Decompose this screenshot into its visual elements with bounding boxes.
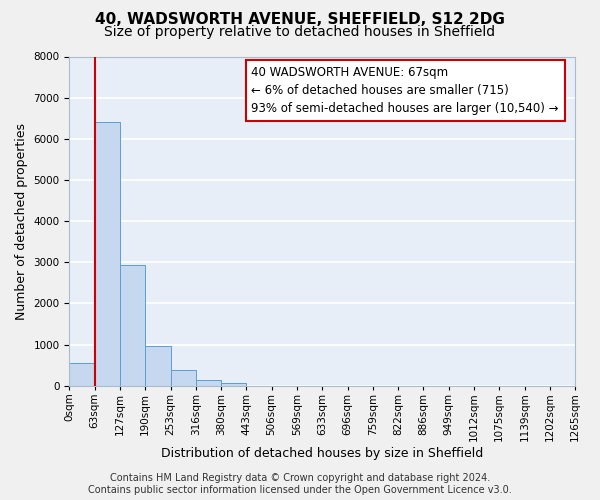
Text: 40, WADSWORTH AVENUE, SHEFFIELD, S12 2DG: 40, WADSWORTH AVENUE, SHEFFIELD, S12 2DG — [95, 12, 505, 28]
Bar — [120, 265, 145, 386]
Bar — [70, 363, 95, 386]
Text: Size of property relative to detached houses in Sheffield: Size of property relative to detached ho… — [104, 25, 496, 39]
Bar — [170, 370, 196, 386]
X-axis label: Distribution of detached houses by size in Sheffield: Distribution of detached houses by size … — [161, 447, 484, 460]
Bar — [221, 384, 247, 386]
Bar — [196, 380, 221, 386]
Bar — [95, 122, 120, 386]
Y-axis label: Number of detached properties: Number of detached properties — [15, 122, 28, 320]
Text: Contains HM Land Registry data © Crown copyright and database right 2024.
Contai: Contains HM Land Registry data © Crown c… — [88, 474, 512, 495]
Bar — [145, 346, 170, 386]
Text: 40 WADSWORTH AVENUE: 67sqm
← 6% of detached houses are smaller (715)
93% of semi: 40 WADSWORTH AVENUE: 67sqm ← 6% of detac… — [251, 66, 559, 116]
